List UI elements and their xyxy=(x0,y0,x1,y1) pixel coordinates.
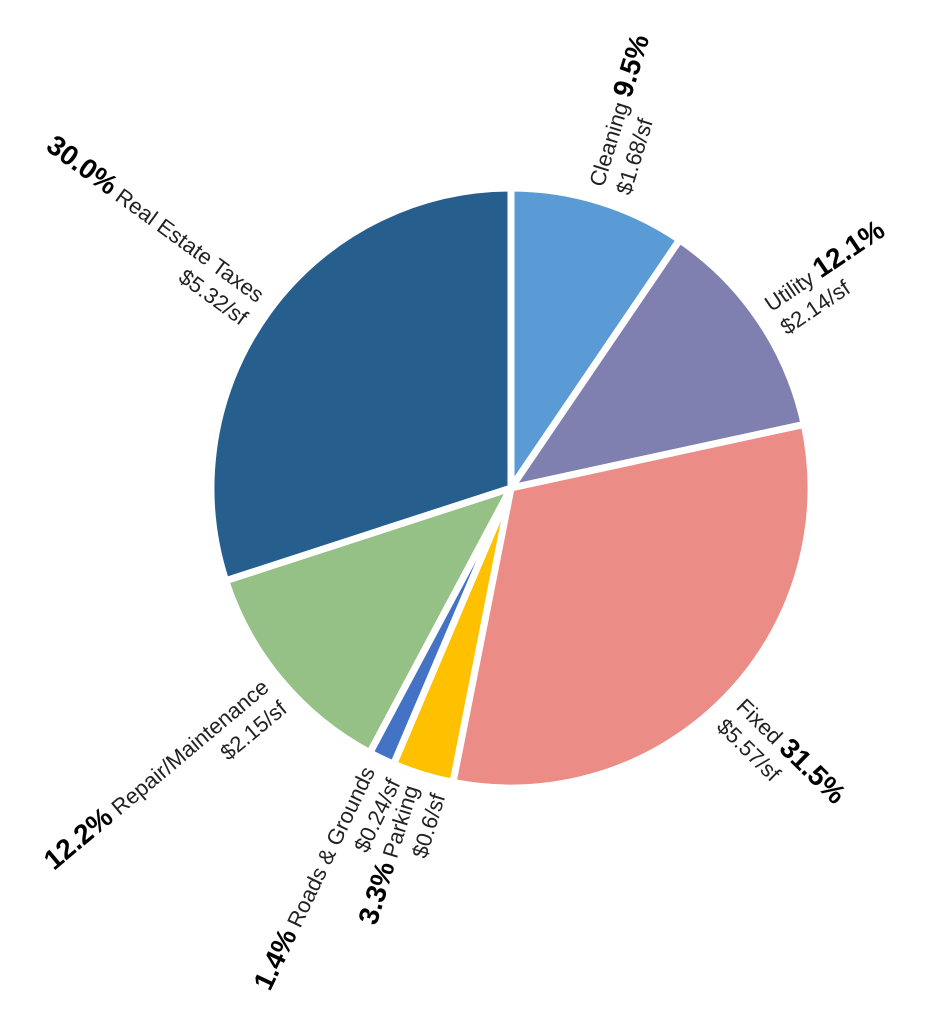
label-line: 1.4% Roads & Grounds xyxy=(247,760,381,994)
slice-label: Fixed 31.5%$5.57/sf xyxy=(712,694,852,810)
percent-label: 12.1% xyxy=(807,214,890,284)
pie-slice xyxy=(507,236,808,492)
percent-label: 1.4% xyxy=(247,924,303,995)
label-line: 12.2% Repair/Maintenance xyxy=(38,671,274,876)
pie-slice xyxy=(207,184,515,585)
pie-slice xyxy=(507,184,684,492)
percent-label: 12.2% xyxy=(38,801,119,876)
slice-label: Cleaning 9.5%$1.68/sf xyxy=(584,31,658,198)
pie-slice xyxy=(222,484,515,757)
percent-label: 30.0% xyxy=(41,129,124,201)
label-line: 30.0% Real Estate Taxes xyxy=(41,129,272,308)
slice-label: 3.3% Parking$0.6/sf xyxy=(352,782,450,928)
percent-label: 9.5% xyxy=(607,31,655,101)
percent-label: 31.5% xyxy=(774,732,852,810)
percent-label: 3.3% xyxy=(352,858,400,928)
pie-slice xyxy=(449,420,815,792)
slice-label: Utility 12.1%$2.14/sf xyxy=(760,214,890,340)
slice-label: 30.0% Real Estate Taxes$5.32/sf xyxy=(41,129,272,331)
slice-label: 12.2% Repair/Maintenance$2.15/sf xyxy=(38,671,292,876)
